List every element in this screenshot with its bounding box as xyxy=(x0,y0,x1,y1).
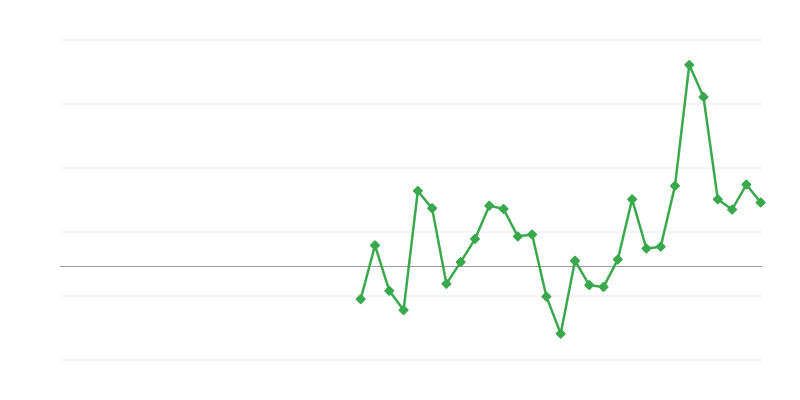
data-point-marker[interactable] xyxy=(541,291,552,302)
data-point-marker[interactable] xyxy=(555,328,566,339)
data-point-marker[interactable] xyxy=(741,179,752,190)
data-point-marker[interactable] xyxy=(512,231,523,242)
data-point-marker[interactable] xyxy=(369,240,380,251)
data-point-marker[interactable] xyxy=(684,59,695,70)
data-point-marker[interactable] xyxy=(669,180,680,191)
data-point-marker[interactable] xyxy=(727,204,738,215)
data-point-marker[interactable] xyxy=(641,243,652,254)
data-point-marker[interactable] xyxy=(469,233,480,244)
data-point-marker[interactable] xyxy=(584,280,595,291)
data-point-marker[interactable] xyxy=(627,194,638,205)
data-point-marker[interactable] xyxy=(355,294,366,305)
data-point-marker[interactable] xyxy=(484,200,495,211)
data-point-marker[interactable] xyxy=(569,255,580,266)
data-point-marker[interactable] xyxy=(698,91,709,102)
data-point-marker[interactable] xyxy=(441,278,452,289)
data-point-marker[interactable] xyxy=(455,257,466,268)
data-point-marker[interactable] xyxy=(598,281,609,292)
data-point-marker[interactable] xyxy=(384,285,395,296)
data-point-marker[interactable] xyxy=(712,194,723,205)
data-point-marker[interactable] xyxy=(755,197,766,208)
data-point-marker[interactable] xyxy=(655,241,666,252)
series-line xyxy=(359,63,762,335)
data-point-marker[interactable] xyxy=(412,185,423,196)
data-point-marker[interactable] xyxy=(398,305,409,316)
data-point-marker[interactable] xyxy=(498,203,509,214)
data-point-marker[interactable] xyxy=(427,203,438,214)
data-point-marker[interactable] xyxy=(527,229,538,240)
data-point-marker[interactable] xyxy=(612,254,623,265)
